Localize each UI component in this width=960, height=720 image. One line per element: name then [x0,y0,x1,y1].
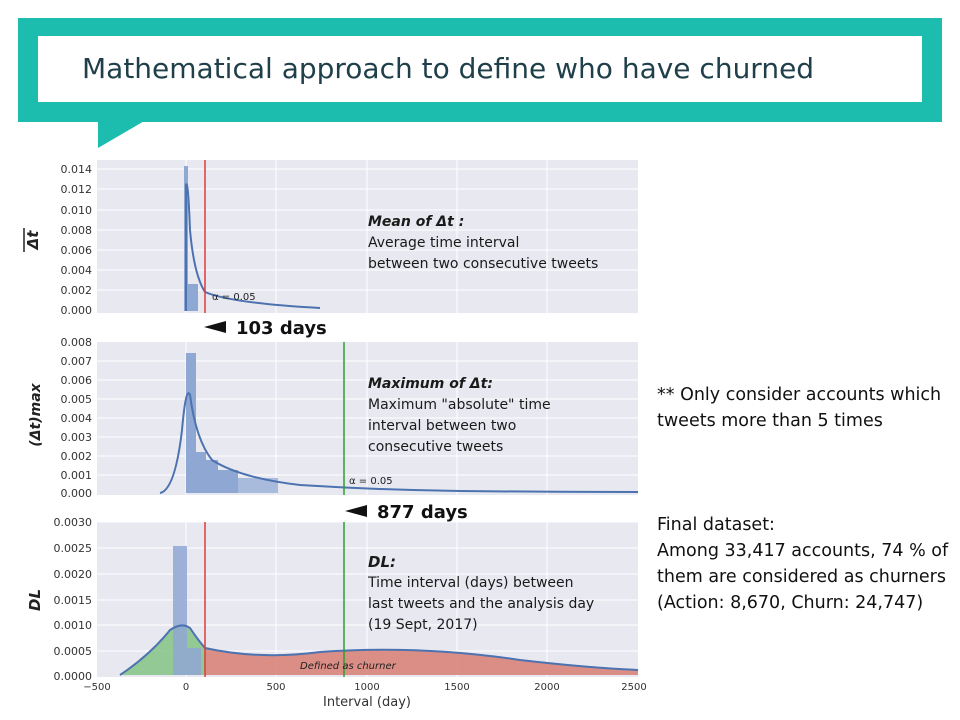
panel2-ytick: 0.003 [61,431,93,444]
panel2-bar [218,470,238,493]
panel1-bar [188,284,198,311]
panel3-kde-line [119,624,639,676]
panel3-ytick: 0.0000 [54,670,93,683]
panel1-annotation-line: Average time interval [368,235,519,251]
panel2-ytick: 0.005 [61,393,93,406]
panel1-ytick: 0.012 [61,183,93,196]
panel1-ylabel: Δt [24,230,42,251]
panel3-annotation-line: last tweets and the analysis day [368,596,594,612]
panel1-ytick: 0.008 [61,224,93,237]
x-tick: 0 [183,682,189,693]
callout-877-label: 877 days [377,502,468,523]
panel3-red-area [205,648,638,675]
panel3-ytick: 0.0020 [54,568,93,581]
panel2-annotation-line: interval between two [368,418,516,434]
panel2-bar [238,478,278,493]
panel1-annotation-line: between two consecutive tweets [368,256,598,272]
panel2-ytick: 0.000 [61,487,93,500]
panel3-ytick: 0.0030 [54,516,93,529]
page-title: Mathematical approach to define who have… [82,52,815,85]
title-inner-box [38,36,922,102]
panel3-annotation-line: Time interval (days) between [367,575,574,591]
panel2-bar [206,460,218,493]
x-tick: 2500 [621,682,646,693]
panel1-annotation-title: Mean of Δt : [368,214,464,230]
x-tick: −500 [83,682,110,693]
callout-103-background [200,316,378,338]
panel1-ytick: 0.004 [61,264,93,277]
panel1-ytick: 0.000 [61,304,93,317]
panel1-ytick: 0.010 [61,204,93,217]
panel2-annotation-line: consecutive tweets [368,439,503,455]
panel1-ytick: 0.006 [61,244,93,257]
panel3-ylabel: DL [26,589,44,611]
panel3-region-label: Defined as churner [300,661,397,672]
note-final-dataset: Final dataset: Among 33,417 accounts, 74… [657,515,949,613]
panel2-alpha-label: α = 0.05 [349,476,393,487]
x-tick: 2000 [534,682,559,693]
panel2-annotation-line: Maximum "absolute" time [368,397,551,413]
x-tick: 1500 [444,682,469,693]
panel3-ytick: 0.0005 [54,645,93,658]
panel1-alpha-label: α = 0.05 [212,292,256,303]
panel1-kde-line [185,183,321,311]
panel1-ytick: 0.002 [61,284,93,297]
panel1-ytick: 0.014 [61,163,93,176]
panel3-annotation-line: (19 Sept, 2017) [368,617,478,633]
callout-103-arrow-icon [204,321,226,333]
callout-103-label: 103 days [236,318,327,339]
x-tick: 1000 [354,682,379,693]
panel2-ytick: 0.008 [61,336,93,349]
callout-877-arrow-icon [345,505,367,517]
panel2-ytick: 0.004 [61,412,93,425]
panel3-bar [187,648,201,675]
panel3-ytick: 0.0015 [54,594,93,607]
panel3-ytick: 0.0010 [54,619,93,632]
panel2-ylabel: (Δt)max [28,382,44,446]
panel2-bar [196,452,206,493]
title-callout-tail [98,120,146,148]
panel3-ytick: 0.0025 [54,542,93,555]
panel2-kde-line [159,392,639,494]
x-axis-label: Interval (day) [323,695,411,710]
x-tick: 500 [266,682,285,693]
panel3-bar [173,546,187,675]
panel2-ytick: 0.006 [61,374,93,387]
panel2-ytick: 0.001 [61,469,93,482]
note-only-consider: ** Only consider accounts which tweets m… [657,385,942,431]
panel3-annotation-title: DL: [368,553,396,571]
panel2-ytick: 0.002 [61,450,93,463]
panel2-annotation-title: Maximum of Δt: [368,376,493,392]
panel2-ytick: 0.007 [61,355,93,368]
panel2-bar [186,353,196,493]
